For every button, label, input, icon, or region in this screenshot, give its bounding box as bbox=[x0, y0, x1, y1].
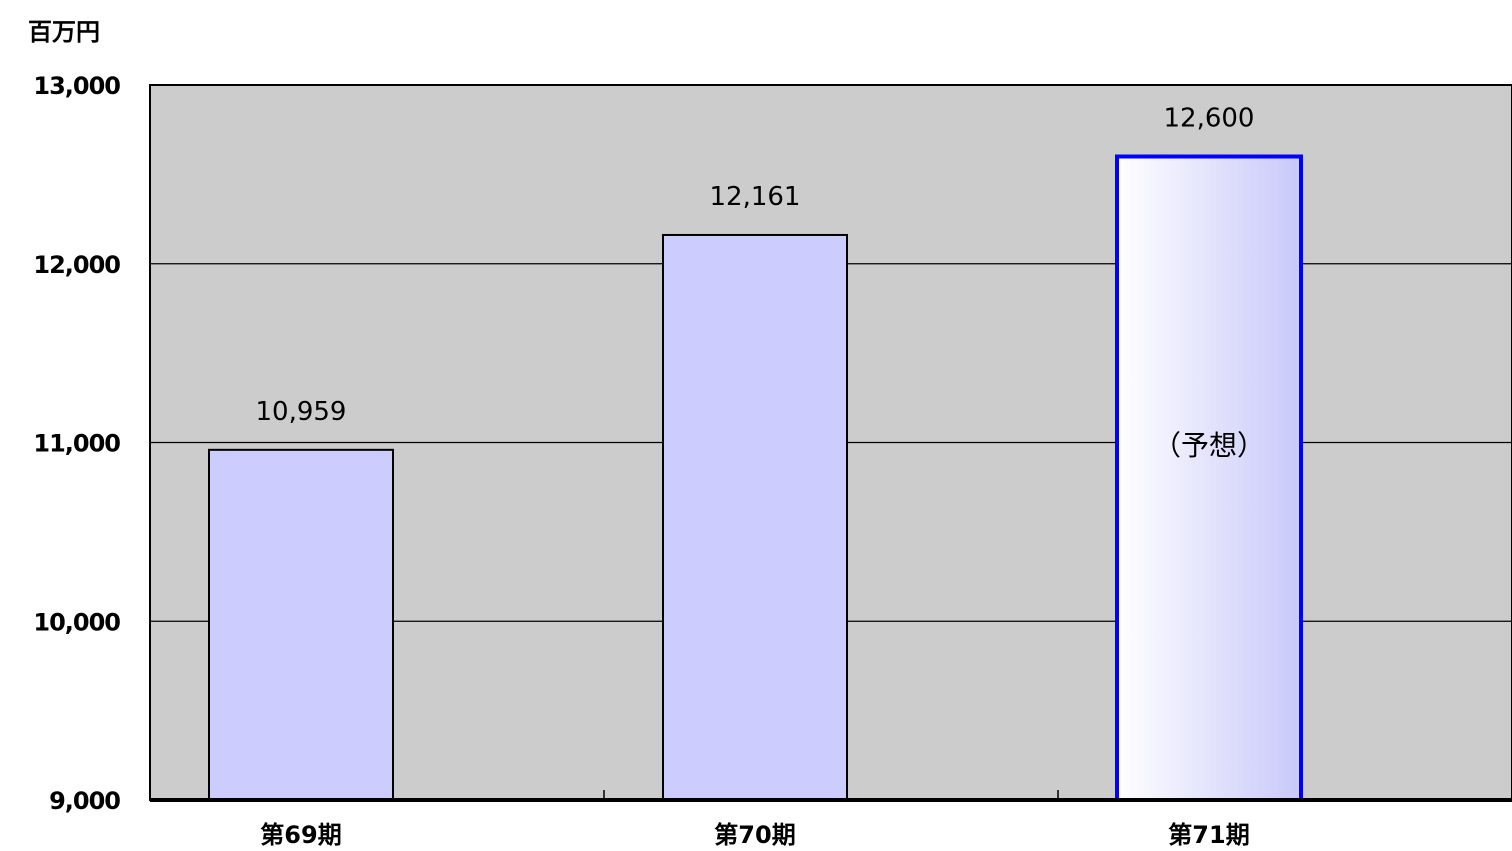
data-label: 12,600 bbox=[1164, 104, 1255, 134]
y-tick-label: 13,000 bbox=[33, 72, 120, 100]
bar bbox=[662, 233, 848, 801]
x-tick-label: 第71期 bbox=[1168, 821, 1249, 849]
unit-label: 百万円 bbox=[28, 18, 100, 46]
labels: 9,000 10,000 11,000 12,000 13,000 10,959 第69期 1… bbox=[33, 72, 1265, 849]
x-tick-label: 第69期 bbox=[260, 821, 341, 849]
bar bbox=[208, 448, 394, 801]
data-label: 10,959 bbox=[256, 397, 347, 427]
data-label: 12,161 bbox=[710, 182, 801, 212]
axes bbox=[150, 790, 1512, 802]
y-tick-label: 10,000 bbox=[33, 608, 120, 636]
bar-forecast bbox=[1115, 154, 1303, 802]
forecast-annotation: （予想） bbox=[1153, 429, 1265, 462]
y-tick-label: 11,000 bbox=[33, 430, 120, 458]
y-tick-label: 12,000 bbox=[33, 251, 120, 279]
x-tick-label: 第70期 bbox=[714, 821, 795, 849]
y-tick-label: 9,000 bbox=[49, 787, 120, 815]
bars bbox=[208, 154, 1303, 802]
